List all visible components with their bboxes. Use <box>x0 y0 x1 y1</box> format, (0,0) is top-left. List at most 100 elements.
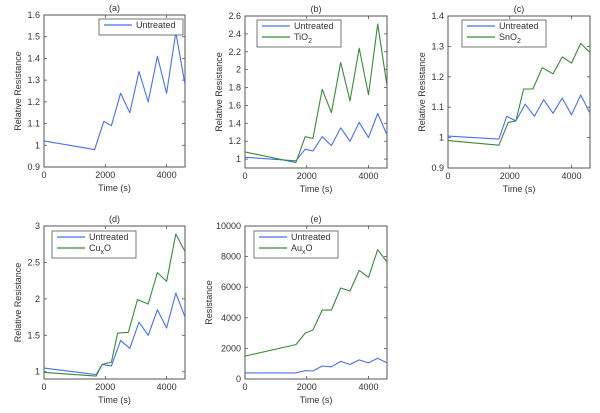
x-axis-label: Time (s) <box>503 184 536 194</box>
subplot-b: (b) 0 2000 4000 1 1.2 1.4 1.6 1.8 2 2.2 2.4 2.6 Time … <box>214 4 388 194</box>
x-axis-label: Time (s) <box>98 395 131 405</box>
y-tick-label: 1.3 <box>27 75 40 85</box>
y-tick-label: 1.6 <box>27 10 40 20</box>
subplot-title: (a) <box>109 3 120 13</box>
y-tick-label: 1.4 <box>228 118 241 128</box>
y-tick-label: 10000 <box>216 221 241 231</box>
x-tick-label: 0 <box>242 171 247 181</box>
y-tick-label: 1 <box>236 154 241 164</box>
legend-box <box>51 230 137 259</box>
subplot-title: (c) <box>514 4 525 14</box>
x-tick-label: 2000 <box>95 170 115 180</box>
x-tick-label: 4000 <box>358 382 378 392</box>
legend-label: Untreated <box>291 232 331 242</box>
x-tick-label: 0 <box>41 382 46 392</box>
x-tick-label: 0 <box>445 171 450 181</box>
y-tick-label: 1.5 <box>27 330 40 340</box>
y-tick-label: 0.9 <box>27 162 40 172</box>
axes-frame <box>43 14 186 168</box>
y-tick-label: 1.5 <box>27 32 40 42</box>
y-tick-label: 2 <box>236 65 241 75</box>
subplot-c: (c) 0 2000 4000 0.9 1 1.1 1.2 1.3 1.4 Time (s) Rela… <box>417 4 591 194</box>
y-axis-label: Relative Resistance <box>13 263 23 343</box>
x-tick-label: 4000 <box>157 170 177 180</box>
y-tick-label: 0 <box>236 374 241 384</box>
y-tick-label: 1.1 <box>27 119 40 129</box>
y-tick-label: 1.2 <box>228 136 241 146</box>
series-line-untreated <box>447 94 591 140</box>
legend-label: AuxO <box>291 243 313 256</box>
y-tick-label: 1 <box>35 140 40 150</box>
subplot-title: (d) <box>109 214 120 224</box>
y-tick-label: 1.3 <box>431 41 444 51</box>
y-tick-label: 2.2 <box>228 47 241 57</box>
y-axis-label: Relative Resistance <box>214 52 224 132</box>
x-tick-label: 4000 <box>561 171 581 181</box>
axes-frame <box>447 15 591 169</box>
legend-label: Untreated <box>499 21 539 31</box>
legend-label: Untreated <box>89 232 129 242</box>
legend-label: CuxO <box>89 243 111 256</box>
y-tick-label: 1.2 <box>27 97 40 107</box>
y-axis-label: Relative Resistance <box>417 52 427 132</box>
y-tick-label: 4000 <box>221 313 241 323</box>
series-line-cu-x <box>43 233 186 377</box>
series-line-untreated <box>245 357 388 374</box>
y-tick-label: 1.8 <box>228 83 241 93</box>
legend-box <box>256 19 342 48</box>
y-tick-label: 1.2 <box>431 72 444 82</box>
x-axis-label: Time (s) <box>300 395 333 405</box>
subplot-d: (d) 0 2000 4000 1 1.5 2 2.5 3 Time (s) Relative Re… <box>13 214 186 405</box>
legend-label: TiO2 <box>294 32 312 45</box>
y-tick-label: 1.6 <box>228 100 241 110</box>
legend-label: Untreated <box>294 21 334 31</box>
x-tick-label: 2000 <box>297 171 317 181</box>
y-tick-label: 0.9 <box>431 163 444 173</box>
subplot-title: (b) <box>311 4 322 14</box>
y-axis-label: Relative Resistance <box>13 51 23 131</box>
y-tick-label: 2.5 <box>27 257 40 267</box>
x-axis-label: Time (s) <box>98 183 131 193</box>
y-tick-label: 1.1 <box>431 102 444 112</box>
subplot-title: (e) <box>311 214 322 224</box>
y-tick-label: 2 <box>35 294 40 304</box>
series-line-au-x <box>244 249 388 357</box>
x-tick-label: 4000 <box>358 171 378 181</box>
x-tick-label: 2000 <box>95 382 115 392</box>
series-line-tio-2 <box>244 23 388 164</box>
y-tick-label: 6000 <box>221 282 241 292</box>
y-tick-label: 8000 <box>221 252 241 262</box>
subplot-a: (a) 0 2000 4000 0.9 1 1.1 1.2 1.3 1.4 1.5 1.6 Time (… <box>13 3 186 193</box>
x-tick-label: 0 <box>41 170 46 180</box>
series-line-sno-2 <box>447 42 591 146</box>
series-line-untreated <box>43 31 186 151</box>
x-tick-label: 2000 <box>500 171 520 181</box>
legend-box <box>98 18 184 36</box>
x-tick-label: 4000 <box>157 382 177 392</box>
axes-frame <box>244 15 388 169</box>
x-tick-label: 0 <box>242 382 247 392</box>
y-tick-label: 2000 <box>221 343 241 353</box>
y-axis-label: Resistance <box>204 280 214 325</box>
y-tick-label: 1 <box>35 367 40 377</box>
legend: Untreated <box>98 18 184 36</box>
legend-box <box>253 230 339 259</box>
x-tick-label: 2000 <box>297 382 317 392</box>
y-tick-label: 1 <box>439 133 444 143</box>
y-tick-label: 2.4 <box>228 29 241 39</box>
axes-frame <box>43 225 186 380</box>
series-line-untreated <box>244 112 388 162</box>
subplot-e: (e) 0 2000 4000 0 2000 4000 6000 8000 10000 Time (… <box>204 214 388 405</box>
legend-box <box>461 19 547 48</box>
y-tick-label: 3 <box>35 221 40 231</box>
axes-frame <box>244 225 388 380</box>
series-line-untreated <box>43 292 186 376</box>
y-tick-label: 2.6 <box>228 11 241 21</box>
y-tick-label: 1.4 <box>27 53 40 63</box>
y-tick-label: 1.4 <box>431 11 444 21</box>
